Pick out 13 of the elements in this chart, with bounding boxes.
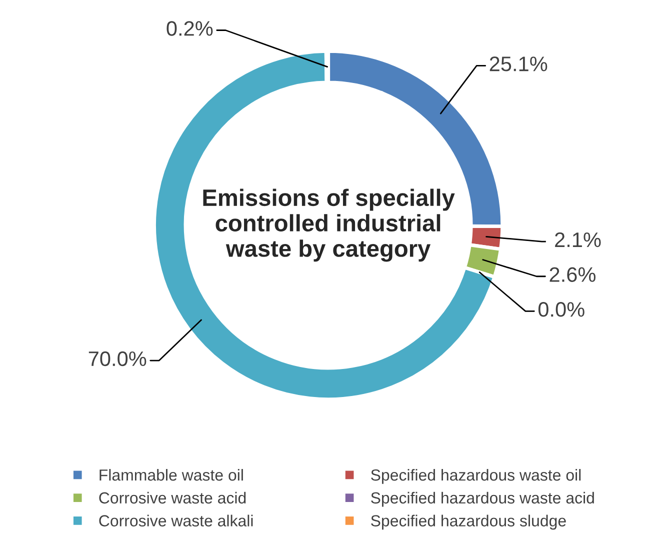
legend-label: Specified hazardous waste acid (371, 492, 594, 507)
legend-label: Flammable waste oil (100, 468, 243, 481)
data-label: 2.1% (555, 232, 601, 248)
legend-label: Specified hazardous sludge (371, 514, 566, 530)
legend-label: Corrosive waste alkali (99, 514, 253, 526)
data-label: 0.2% (166, 21, 213, 36)
text: 0.0% (538, 302, 584, 317)
data-label: 2.6% (550, 267, 596, 282)
legend-label: Specified hazardous waste oil (371, 468, 581, 484)
data-label: 25.1% (490, 56, 548, 72)
legend-label: Corrosive waste acid (99, 492, 246, 504)
text: Emissions of specially controlled industrial waste by category (203, 188, 455, 262)
data-label: 70.0% (88, 351, 146, 366)
